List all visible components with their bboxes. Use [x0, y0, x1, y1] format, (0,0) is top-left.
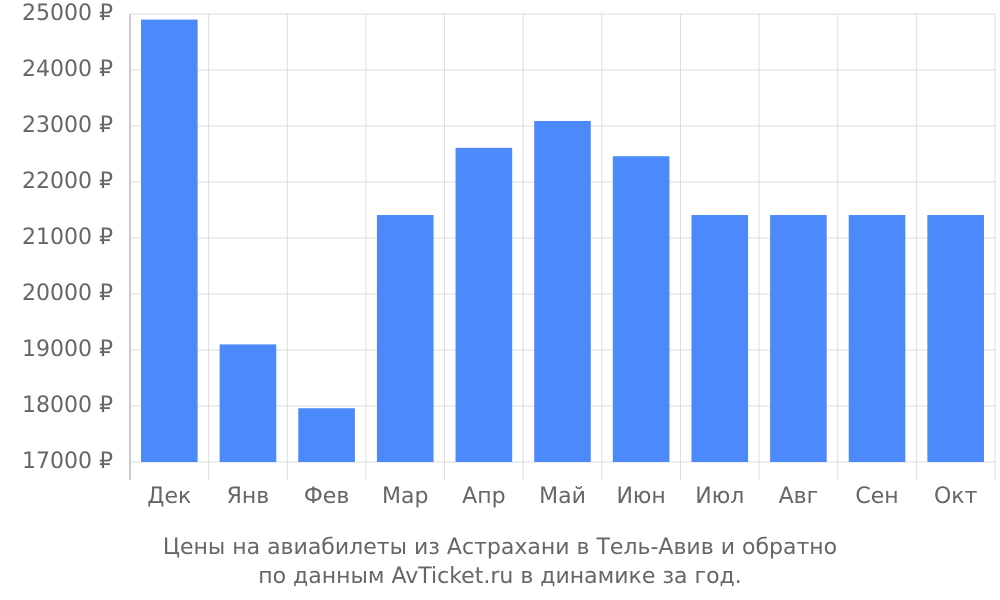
x-tick-label: Май	[539, 484, 586, 509]
y-tick-label: 22000 ₽	[22, 169, 113, 194]
x-tick-label: Авг	[779, 484, 819, 509]
bar	[927, 215, 984, 462]
x-tick-label: Дек	[147, 484, 191, 509]
y-tick-label: 23000 ₽	[22, 113, 113, 138]
x-tick-label: Окт	[934, 484, 978, 509]
x-tick-label: Июл	[695, 484, 744, 509]
y-tick-label: 24000 ₽	[22, 57, 113, 82]
bar	[376, 215, 434, 462]
y-tick-label: 25000 ₽	[22, 1, 113, 26]
x-tick-label: Июн	[616, 484, 665, 509]
y-tick-label: 21000 ₽	[22, 225, 113, 250]
x-tick-label: Апр	[462, 484, 505, 509]
bar	[455, 147, 513, 462]
bar	[612, 156, 670, 463]
chart-title: по данным AvTicket.ru в динамике за год.	[258, 564, 742, 589]
chart-title: Цены на авиабилеты из Астрахани в Тель-А…	[163, 535, 837, 560]
bar	[534, 120, 591, 463]
bar	[141, 19, 198, 462]
y-tick-label: 17000 ₽	[22, 449, 113, 474]
bar	[848, 215, 906, 462]
x-tick-label: Янв	[227, 484, 270, 509]
y-tick-label: 19000 ₽	[22, 337, 113, 362]
bar	[770, 215, 827, 462]
bar	[298, 408, 355, 462]
x-tick-label: Сен	[855, 484, 898, 509]
bar	[219, 344, 277, 462]
y-tick-label: 18000 ₽	[22, 393, 113, 418]
x-tick-label: Фев	[304, 484, 349, 509]
x-tick-label: Мар	[382, 484, 428, 509]
y-tick-label: 20000 ₽	[22, 281, 113, 306]
bar	[691, 215, 749, 462]
